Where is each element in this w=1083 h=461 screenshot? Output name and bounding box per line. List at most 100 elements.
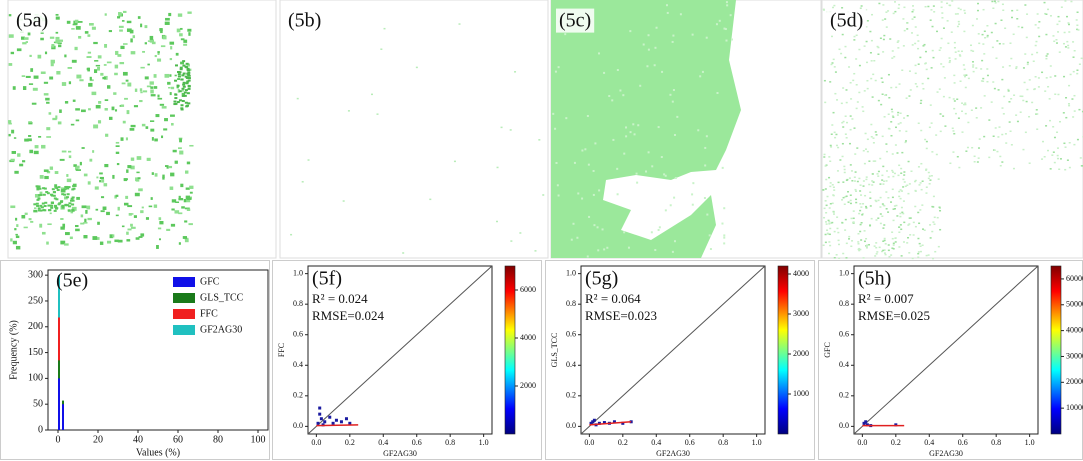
- map-speckle: [141, 206, 144, 209]
- map-speckle: [101, 179, 105, 183]
- map-speckle: [1022, 99, 1025, 102]
- map-speckle: [53, 197, 57, 200]
- map-speckle: [914, 190, 917, 192]
- map-speckle: [1015, 66, 1018, 68]
- map-speckle: [881, 174, 884, 177]
- map-speckle: [850, 98, 853, 100]
- map-speckle: [46, 241, 49, 245]
- map-speckle: [972, 66, 975, 68]
- map-speckle: [865, 178, 868, 181]
- map-speckle: [922, 88, 925, 90]
- map-speckle: [180, 78, 184, 81]
- map-speckle: [186, 198, 191, 203]
- map-speckle: [691, 33, 694, 36]
- map-speckle: [964, 103, 967, 106]
- map-speckle: [988, 156, 991, 159]
- map-speckle: [71, 199, 75, 202]
- map-speckle: [1068, 84, 1071, 87]
- map-speckle: [879, 213, 882, 215]
- map-speckle: [106, 240, 112, 244]
- map-speckle: [867, 243, 870, 246]
- map-speckle: [890, 201, 893, 203]
- map-speckle: [914, 26, 917, 28]
- y-tick-label: 0.6: [293, 330, 303, 339]
- map-speckle: [862, 110, 865, 113]
- map-speckle: [825, 204, 828, 207]
- map-speckle: [36, 186, 40, 189]
- map-speckle: [876, 45, 879, 48]
- map-speckle: [8, 34, 14, 38]
- map-speckle: [1028, 79, 1031, 81]
- map-speckle: [907, 160, 910, 163]
- map-speckle: [71, 196, 75, 199]
- map-speckle: [174, 79, 178, 82]
- map-speckle: [178, 198, 184, 201]
- map-speckle: [953, 132, 956, 135]
- map-speckle: [1008, 65, 1011, 67]
- map-speckle: [721, 166, 724, 169]
- map-speckle: [66, 204, 70, 207]
- map-speckle: [80, 214, 84, 218]
- map-speckle: [842, 126, 845, 128]
- map-speckle: [1049, 168, 1052, 170]
- map-speckle: [55, 115, 58, 120]
- scatter-point: [316, 421, 320, 425]
- map-speckle: [48, 209, 52, 212]
- map-speckle: [557, 66, 560, 69]
- map-speckle: [937, 245, 940, 248]
- map-speckle: [33, 209, 38, 213]
- map-speckle: [903, 221, 906, 224]
- map-speckle: [182, 64, 186, 67]
- map-speckle: [172, 149, 177, 153]
- map-speckle: [1076, 24, 1079, 27]
- map-speckle: [836, 99, 839, 101]
- map-speckle: [31, 102, 37, 105]
- map-speckle: [187, 69, 191, 72]
- panel-frame: [0, 260, 270, 460]
- panel-frame: [272, 260, 542, 460]
- map-speckle: [997, 0, 1000, 3]
- map-speckle: [187, 87, 191, 90]
- map-speckle: [877, 217, 880, 219]
- map-speckle: [875, 200, 878, 203]
- map-speckle: [154, 54, 157, 58]
- map-speckle: [1073, 49, 1076, 52]
- map-speckle: [1045, 77, 1048, 79]
- map-speckle: [1057, 31, 1060, 33]
- map-speckle: [891, 247, 894, 249]
- scatter-point: [602, 421, 606, 425]
- map-speckle: [178, 99, 182, 102]
- map-speckle: [1022, 148, 1025, 151]
- map-speckle: [703, 196, 706, 199]
- map-speckle: [140, 23, 143, 28]
- map-speckle: [938, 49, 941, 52]
- map-speckle: [1035, 113, 1038, 115]
- map-speckle: [956, 155, 959, 158]
- map-speckle: [999, 155, 1002, 158]
- map-speckle: [55, 187, 59, 190]
- map-speckle: [956, 98, 959, 101]
- map-speckle: [134, 192, 140, 197]
- identity-line: [853, 265, 1039, 435]
- map-speckle: [963, 75, 966, 78]
- map-speckle: [878, 2, 881, 5]
- map-speckle: [1064, 168, 1067, 171]
- map-speckle: [879, 222, 882, 225]
- map-speckle: [859, 203, 862, 205]
- statistic: RMSE=0.024: [312, 308, 384, 323]
- map-speckle: [114, 239, 119, 243]
- map-speckle: [865, 205, 868, 208]
- map-speckle: [869, 197, 872, 199]
- map-speckle: [121, 225, 125, 228]
- map-speckle: [826, 229, 829, 231]
- map-speckle: [55, 13, 59, 16]
- map-speckle: [1045, 55, 1048, 57]
- map-speckle: [40, 71, 46, 74]
- map-speckle: [893, 205, 896, 207]
- map-speckle: [178, 147, 182, 150]
- map-speckle: [80, 222, 85, 225]
- map-speckle: [125, 137, 128, 141]
- map-speckle: [920, 162, 923, 165]
- map-speckle: [135, 179, 140, 182]
